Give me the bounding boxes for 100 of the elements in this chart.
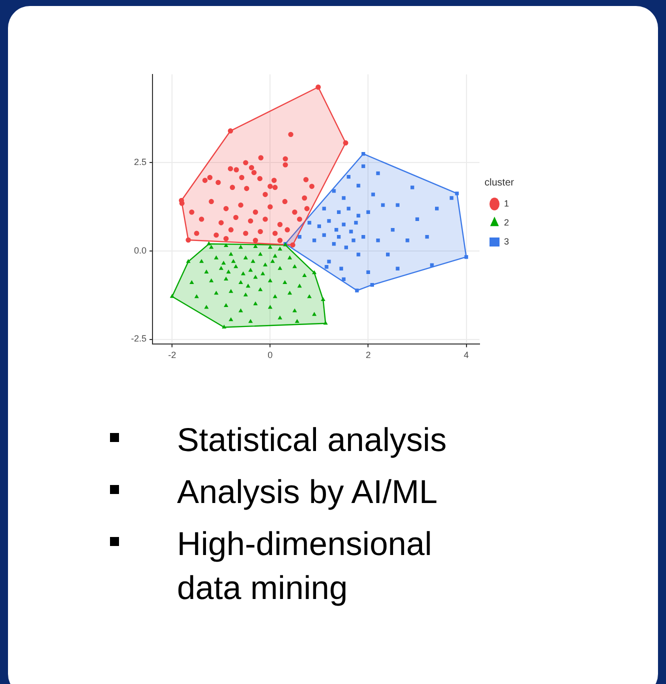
point <box>342 277 346 282</box>
point <box>361 235 366 239</box>
point <box>228 227 234 232</box>
point <box>208 198 214 204</box>
point <box>230 184 236 190</box>
point <box>352 238 356 242</box>
point <box>342 222 346 226</box>
point <box>252 238 258 243</box>
legend-label: 3 <box>504 236 510 246</box>
point <box>238 202 244 208</box>
point <box>322 233 326 237</box>
point <box>309 184 314 189</box>
point <box>396 203 400 207</box>
point <box>243 160 248 166</box>
point <box>218 220 224 226</box>
legend-title: cluster <box>484 177 515 188</box>
point <box>304 206 310 212</box>
point <box>272 184 278 190</box>
point <box>277 238 283 243</box>
point <box>336 210 341 214</box>
point <box>366 210 370 214</box>
point <box>327 260 331 264</box>
point <box>282 198 288 204</box>
point <box>334 228 338 232</box>
x-tick-label: 2 <box>366 350 371 360</box>
point <box>308 220 312 225</box>
point <box>272 230 278 236</box>
point <box>233 214 238 220</box>
point <box>216 180 221 186</box>
point <box>361 164 366 168</box>
point <box>349 230 353 234</box>
point <box>252 210 258 215</box>
point <box>322 206 326 210</box>
point <box>415 217 420 222</box>
point <box>234 167 239 172</box>
point <box>327 219 331 223</box>
point <box>194 230 200 236</box>
point <box>248 218 254 224</box>
point <box>312 238 316 242</box>
point <box>316 84 321 90</box>
point <box>258 228 263 234</box>
point <box>277 222 283 228</box>
point <box>268 204 273 210</box>
point <box>336 235 341 239</box>
point <box>346 206 350 210</box>
point <box>339 266 344 270</box>
point <box>386 252 390 256</box>
point <box>355 288 359 292</box>
point <box>243 230 248 236</box>
point <box>390 228 395 232</box>
y-tick-label: -2.5 <box>130 334 147 344</box>
x-tick-label: 4 <box>464 350 469 360</box>
point <box>450 196 454 200</box>
point <box>366 270 370 274</box>
point <box>346 174 350 179</box>
point <box>356 214 360 218</box>
point <box>257 176 262 182</box>
text: Statistical analysis <box>177 420 448 460</box>
point <box>342 196 346 200</box>
point <box>298 235 302 239</box>
point <box>284 227 290 232</box>
point <box>361 152 366 156</box>
point <box>332 189 336 193</box>
point <box>214 232 219 238</box>
point <box>343 140 348 146</box>
y-tick-label: 0.0 <box>134 245 147 256</box>
y-tick-label: 2.5 <box>134 157 147 168</box>
point <box>244 186 250 192</box>
point <box>410 186 414 190</box>
point <box>251 170 257 176</box>
point <box>223 206 229 212</box>
text: High-dimensional data mining <box>177 524 433 608</box>
point <box>332 242 336 246</box>
point <box>354 220 358 225</box>
legend-label: 2 <box>504 217 510 228</box>
point <box>430 263 434 267</box>
point <box>268 184 273 189</box>
point <box>376 171 380 176</box>
point <box>223 236 229 242</box>
point <box>324 265 328 269</box>
point <box>302 195 308 201</box>
point <box>288 132 294 138</box>
point <box>371 192 375 196</box>
x-tick-label: -2 <box>168 350 176 360</box>
point <box>186 237 191 243</box>
point <box>381 203 385 207</box>
x-tick-label: 0 <box>268 350 273 360</box>
point <box>435 206 439 210</box>
point <box>376 238 380 242</box>
point <box>370 283 374 287</box>
point <box>282 156 288 162</box>
point <box>356 252 360 256</box>
point <box>396 266 400 270</box>
point <box>356 184 360 188</box>
point <box>189 210 194 215</box>
point <box>317 224 322 228</box>
legend-label: 1 <box>504 198 510 208</box>
text: Analysis by AI/ML <box>177 472 438 512</box>
point <box>406 238 410 242</box>
point <box>425 235 429 239</box>
